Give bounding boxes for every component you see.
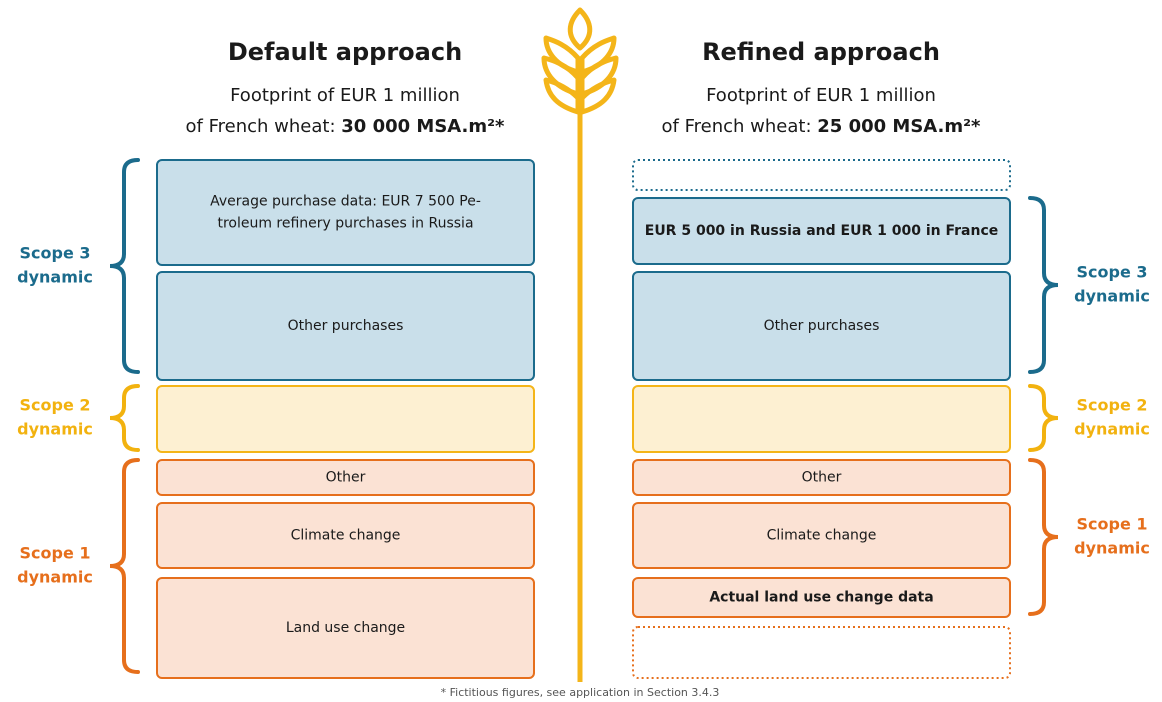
scope-label: Scope 3 — [19, 244, 90, 263]
box-text: troleum refinery purchases in Russia — [217, 216, 473, 232]
empty-box — [156, 385, 535, 453]
scope-label: dynamic — [1074, 420, 1150, 439]
brace — [109, 158, 140, 374]
scope-label: dynamic — [1074, 539, 1150, 558]
box — [632, 459, 1011, 496]
scope-label: Scope 1 — [1076, 515, 1147, 534]
box — [156, 502, 535, 569]
box-text: Actual land use change data — [709, 590, 933, 606]
box — [632, 271, 1011, 381]
wheat-icon — [541, 7, 619, 682]
subtitle-prefix: of French wheat: — [662, 116, 818, 137]
box — [632, 577, 1011, 618]
subtitle-footprint: of French wheat: 25 000 MSA.m²* — [662, 116, 981, 137]
box-text: Other — [326, 470, 366, 486]
scope-label: dynamic — [17, 268, 93, 287]
box-text: Climate change — [767, 528, 877, 544]
box-text: Other purchases — [764, 318, 880, 334]
box — [156, 577, 535, 679]
empty-box — [632, 385, 1011, 453]
scope-label: dynamic — [1074, 287, 1150, 306]
subtitle-prefix: of French wheat: — [186, 116, 342, 137]
subtitle: Footprint of EUR 1 million — [706, 85, 936, 106]
scope-label: Scope 2 — [19, 396, 90, 415]
brace — [1028, 196, 1059, 374]
box-text: Other purchases — [288, 318, 404, 334]
scope-label: dynamic — [17, 420, 93, 439]
footprint: 30 000 MSA.m²* — [341, 116, 505, 137]
subtitle: Footprint of EUR 1 million — [230, 85, 460, 106]
footnote: * Fictitious figures, see application in… — [441, 686, 720, 699]
box-text: Average purchase data: EUR 7 500 Pe- — [210, 194, 481, 210]
subtitle-footprint: of French wheat: 30 000 MSA.m²* — [186, 116, 505, 137]
brace — [109, 458, 140, 674]
scope-label: Scope 2 — [1076, 396, 1147, 415]
box — [632, 502, 1011, 569]
footprint: 25 000 MSA.m²* — [817, 116, 981, 137]
box — [632, 197, 1011, 265]
box — [156, 459, 535, 496]
brace — [1028, 384, 1059, 452]
box — [156, 271, 535, 381]
scope-label: Scope 3 — [1076, 263, 1147, 282]
box-text: EUR 5 000 in Russia and EUR 1 000 in Fra… — [645, 223, 999, 239]
box-text: Other — [802, 470, 842, 486]
scope-label: dynamic — [17, 568, 93, 587]
dotted-box — [632, 159, 1011, 191]
brace — [109, 384, 140, 452]
box-text: Climate change — [291, 528, 401, 544]
box — [156, 159, 535, 266]
title: Refined approach — [702, 38, 940, 66]
scope-label: Scope 1 — [19, 544, 90, 563]
box-text: Land use change — [286, 620, 405, 636]
dotted-box — [632, 626, 1011, 679]
title: Default approach — [228, 38, 462, 66]
brace — [1028, 458, 1059, 616]
